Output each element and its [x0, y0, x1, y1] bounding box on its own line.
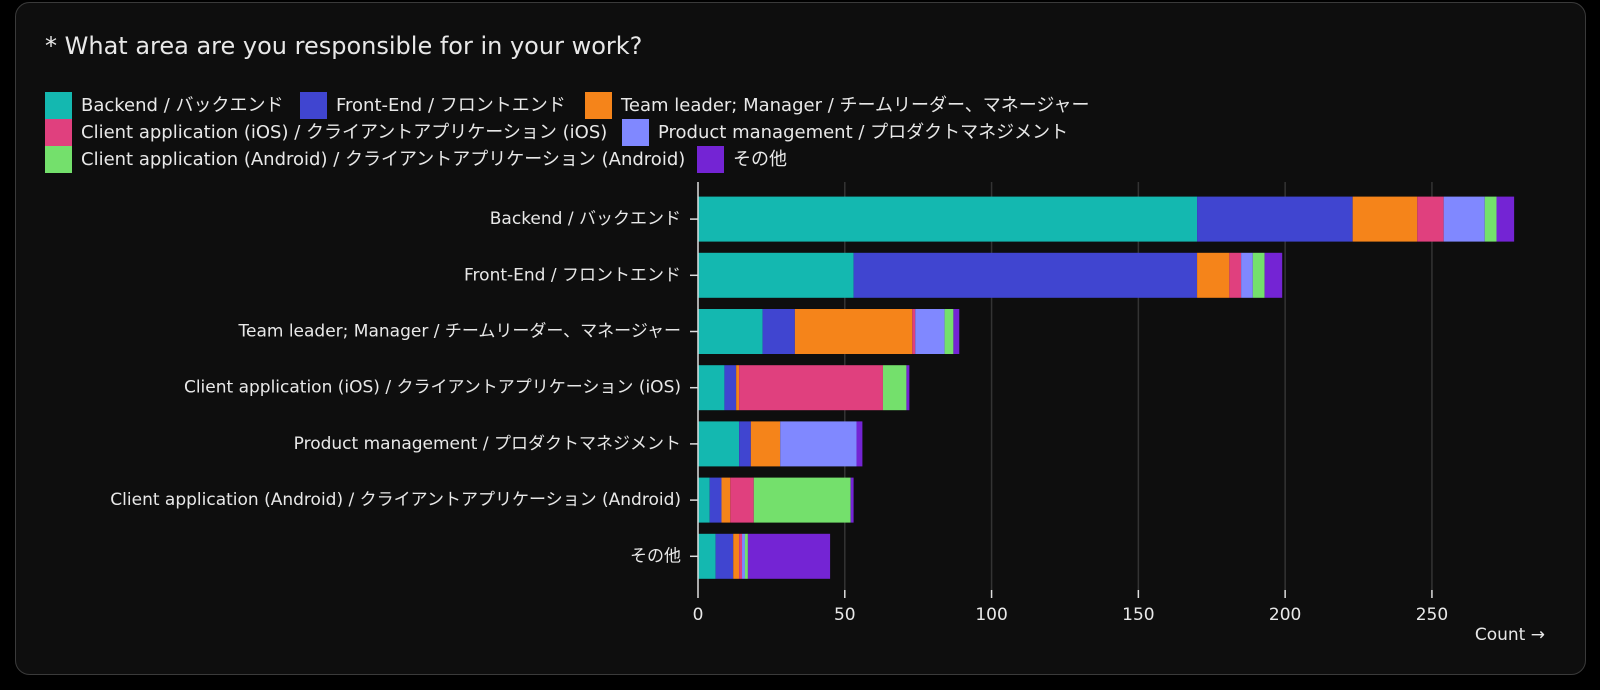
bar-segment	[736, 365, 740, 411]
legend-label: Front-End / フロントエンド	[336, 95, 566, 116]
bar-segment	[762, 309, 795, 354]
bar-segment	[698, 421, 740, 467]
legend-swatch	[45, 119, 72, 146]
bar-segment	[1264, 252, 1283, 298]
bar-segment	[906, 365, 910, 411]
bar-segment	[698, 477, 710, 523]
legend-swatch	[585, 92, 612, 119]
legend-label: Client application (Android) / クライアントアプリ…	[81, 149, 685, 170]
legend-label: Client application (iOS) / クライアントアプリケーショ…	[81, 122, 607, 143]
legend-swatch	[697, 146, 724, 173]
bar-segment	[1229, 252, 1242, 298]
bar-segment	[1197, 196, 1353, 242]
legend-label: Backend / バックエンド	[81, 95, 283, 116]
legend-swatch	[45, 146, 72, 173]
bar-segment	[1241, 252, 1253, 298]
bar-segment	[709, 477, 722, 523]
y-tick-label: Product management / プロダクトマネジメント	[294, 434, 681, 454]
bar-segment	[698, 309, 763, 354]
legend-label: Product management / プロダクトマネジメント	[658, 122, 1068, 143]
legend-label: その他	[733, 149, 787, 170]
bar-segment	[753, 477, 851, 523]
bar-segment	[853, 252, 1198, 298]
bar-segment	[915, 309, 945, 354]
bar-segment	[742, 533, 745, 579]
legend-swatch	[300, 92, 327, 119]
bar-segment	[739, 533, 743, 579]
bar-segment	[912, 309, 916, 354]
bar-segment	[1252, 252, 1265, 298]
bar-segment	[698, 365, 725, 411]
bar-segment	[780, 421, 857, 467]
bar-segment	[1484, 196, 1497, 242]
bar-segment	[794, 309, 913, 354]
y-tick-label: その他	[630, 546, 681, 566]
bar-segment	[747, 533, 831, 579]
x-tick-label: 250	[1416, 605, 1448, 625]
legend-swatch	[622, 119, 649, 146]
x-tick-label: 150	[1122, 605, 1154, 625]
bar-segment	[1197, 252, 1230, 298]
bar-segment	[715, 533, 734, 579]
bar-segment	[733, 533, 740, 579]
legend-swatch	[45, 92, 72, 119]
bar-segment	[739, 421, 751, 467]
chart-title: * What area are you responsible for in y…	[45, 32, 642, 60]
x-tick-label: 0	[693, 605, 704, 625]
x-tick-label: 200	[1269, 605, 1301, 625]
bar-segment	[944, 309, 954, 354]
bar-segment	[698, 533, 716, 579]
bar-segment	[724, 365, 737, 411]
legend-label: Team leader; Manager / チームリーダー、マネージャー	[620, 95, 1090, 116]
bar-segment	[730, 477, 754, 523]
x-axis-label: Count →	[1475, 625, 1545, 645]
bar-segment	[850, 477, 854, 523]
y-tick-label: Client application (iOS) / クライアントアプリケーショ…	[184, 378, 681, 398]
bar-segment	[1496, 196, 1515, 242]
bar-segment	[1417, 196, 1444, 242]
x-tick-label: 50	[834, 605, 856, 625]
bar-segment	[856, 421, 863, 467]
bar-segment	[739, 365, 883, 411]
y-tick-label: Front-End / フロントエンド	[464, 265, 681, 285]
y-tick-label: Client application (Android) / クライアントアプリ…	[110, 490, 681, 510]
bar-segment	[1443, 196, 1485, 242]
bar-segment	[1352, 196, 1418, 242]
y-tick-label: Team leader; Manager / チームリーダー、マネージャー	[238, 322, 682, 342]
bar-segment	[721, 477, 731, 523]
bar-segment	[750, 421, 781, 467]
y-tick-label: Backend / バックエンド	[490, 209, 681, 229]
x-tick-label: 100	[975, 605, 1007, 625]
bar-segment	[744, 533, 748, 579]
bar-segment	[882, 365, 907, 411]
bar-segment	[953, 309, 960, 354]
bar-segment	[698, 252, 854, 298]
bar-segment	[698, 196, 1198, 242]
